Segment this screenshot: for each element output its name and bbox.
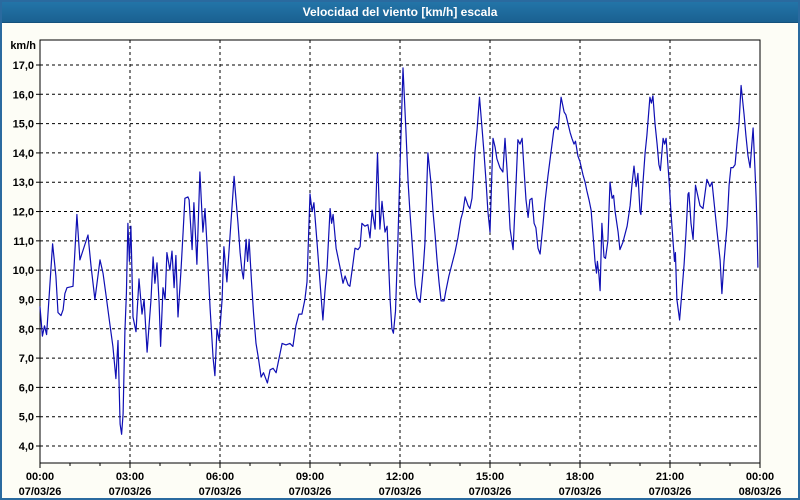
x-tick-date-label: 07/03/26	[19, 486, 62, 498]
wind-speed-series-line	[39, 67, 759, 435]
x-tick-date-label: 07/03/26	[649, 486, 692, 498]
y-tick-label: 15,0	[13, 119, 34, 131]
chart-plot-container: km/h 17,0 16,0 15,0 14,0 13,0 12,0 11,0 10,0 9,0 8…	[2, 23, 798, 498]
x-tick-time-label: 12:00	[386, 471, 414, 483]
x-tick-time-label: 15:00	[476, 471, 504, 483]
x-tick-time-label: 09:00	[296, 471, 324, 483]
x-tick-date-label: 07/03/26	[109, 486, 152, 498]
y-tick-label: 10,0	[13, 265, 34, 277]
y-tick-label: 11,0	[13, 236, 34, 248]
x-tick-time-label: 00:00	[746, 471, 774, 483]
x-axis-labels: 00:00 07/03/26 03:00 07/03/26 06:00 07/03/26 0…	[19, 471, 782, 498]
y-tick-label: 4,0	[19, 441, 34, 453]
x-tick-date-label: 07/03/26	[379, 486, 422, 498]
chart-title-bar: Velocidad del viento [km/h] escala	[2, 2, 798, 23]
x-tick-time-label: 03:00	[116, 471, 144, 483]
y-tick-label: 13,0	[13, 177, 34, 189]
x-tick-date-label: 08/03/26	[739, 486, 782, 498]
y-tick-label: 7,0	[19, 353, 34, 365]
plot-border	[39, 39, 761, 464]
y-tick-label: 9,0	[19, 294, 34, 306]
y-tick-label: 16,0	[13, 89, 34, 101]
x-tick-time-label: 21:00	[656, 471, 684, 483]
y-tick-label: 8,0	[19, 324, 34, 336]
chart-title: Velocidad del viento [km/h] escala	[302, 5, 498, 19]
x-tick-time-label: 00:00	[26, 471, 54, 483]
y-tick-label: 6,0	[19, 382, 34, 394]
x-tick-date-label: 07/03/26	[559, 486, 602, 498]
y-tick-label: 5,0	[19, 412, 34, 424]
y-axis-labels: 17,0 16,0 15,0 14,0 13,0 12,0 11,0 10,0 9,0 8,0 7,…	[13, 60, 34, 453]
wind-speed-line-chart: km/h 17,0 16,0 15,0 14,0 13,0 12,0 11,0 10,0 9,0 8…	[10, 39, 782, 498]
y-tick-label: 14,0	[13, 148, 34, 160]
x-tick-time-label: 18:00	[566, 471, 594, 483]
x-tick-date-label: 07/03/26	[289, 486, 332, 498]
x-tick-date-label: 07/03/26	[199, 486, 242, 498]
y-tick-label: 12,0	[13, 207, 34, 219]
y-axis-unit-label: km/h	[10, 40, 36, 52]
x-tick-time-label: 06:00	[206, 471, 234, 483]
y-tick-label: 17,0	[13, 60, 34, 72]
x-tick-date-label: 07/03/26	[469, 486, 512, 498]
